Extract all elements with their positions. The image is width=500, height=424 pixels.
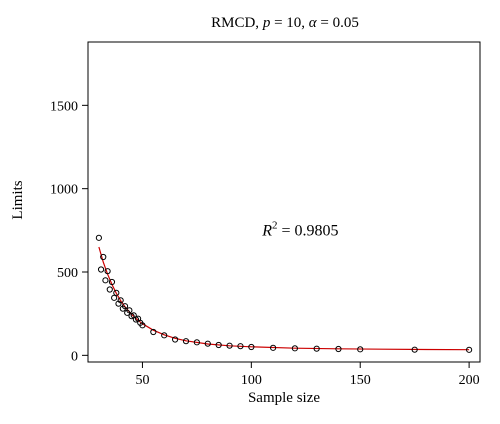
data-points-layer — [95, 234, 473, 353]
x-tick-label: 50 — [135, 373, 149, 388]
data-point — [270, 344, 277, 351]
title-part-3: α — [309, 15, 318, 31]
annotation-superscript: 2 — [272, 219, 278, 231]
y-axis-label: Limits — [10, 180, 26, 219]
data-point — [182, 338, 190, 345]
data-point — [313, 345, 320, 352]
data-point — [100, 253, 107, 261]
x-tick-label: 150 — [350, 373, 371, 388]
data-point — [150, 328, 157, 336]
data-point — [117, 297, 124, 304]
data-point — [237, 343, 244, 350]
data-point — [357, 346, 364, 353]
data-point — [108, 278, 116, 286]
data-point — [335, 345, 342, 353]
x-axis-label: Sample size — [248, 390, 320, 406]
title-part-2: = 10, — [270, 15, 308, 31]
fit-curve-line — [98, 246, 470, 351]
data-point — [204, 340, 211, 347]
x-axis: 50 100 150 200 — [135, 362, 480, 388]
title-part-1: p — [262, 15, 271, 31]
y-tick-label: 500 — [57, 266, 78, 281]
data-point — [248, 343, 255, 351]
data-point — [104, 268, 111, 275]
y-tick-label: 1500 — [50, 99, 78, 114]
data-point — [121, 303, 129, 310]
data-point — [226, 342, 233, 349]
title-part-4: = 0.05 — [317, 15, 359, 31]
title-part-0: RMCD, — [211, 15, 263, 31]
annotation-value: = 0.9805 — [278, 222, 339, 239]
data-point — [193, 339, 200, 346]
fit-curve-layer — [98, 246, 470, 351]
data-point — [111, 294, 118, 301]
x-tick-label: 100 — [241, 373, 262, 388]
y-axis: 0 500 1000 1500 — [50, 99, 88, 364]
data-point — [411, 346, 418, 353]
data-point — [106, 286, 113, 293]
chart-title: RMCD, p = 10, α = 0.05 — [211, 15, 359, 31]
data-point — [466, 346, 473, 353]
data-point — [215, 341, 222, 349]
data-point — [161, 332, 168, 339]
data-point — [113, 289, 120, 296]
plot-frame — [87, 41, 481, 363]
r-squared-annotation: R2 = 0.9805 — [261, 219, 338, 239]
y-tick-label: 1000 — [50, 183, 78, 198]
data-point — [172, 336, 179, 343]
data-point — [97, 266, 105, 273]
x-tick-label: 200 — [459, 373, 480, 388]
y-tick-label: 0 — [71, 349, 78, 364]
data-point — [95, 234, 102, 241]
data-point — [139, 322, 146, 329]
data-point — [126, 307, 133, 314]
data-point — [291, 345, 298, 352]
data-point — [102, 277, 109, 284]
annotation-symbol: R — [261, 222, 272, 239]
